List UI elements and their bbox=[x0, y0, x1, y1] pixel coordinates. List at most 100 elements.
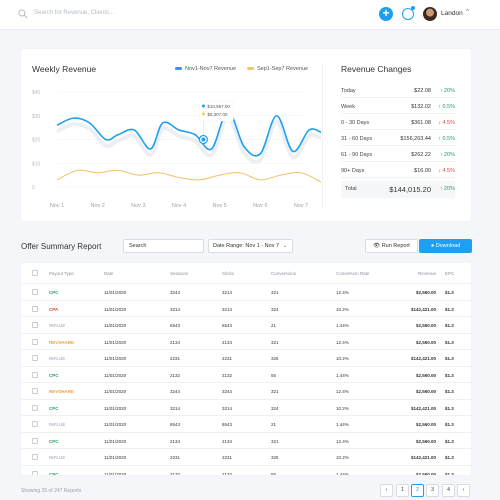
add-button[interactable]: + bbox=[379, 7, 393, 21]
table-row[interactable]: REVSHARE 11/01/2020 2134 2134 321 12.4% $2,560… bbox=[21, 332, 471, 350]
row-checkbox[interactable] bbox=[32, 454, 38, 460]
row-checkbox[interactable] bbox=[32, 355, 38, 361]
payout-type: REVSHARE bbox=[49, 389, 75, 394]
table-row[interactable]: CPC 11/01/2020 3244 3214 321 12.4% $2,560.00 $1… bbox=[21, 283, 471, 300]
sessions-cell: 3214 bbox=[170, 405, 181, 411]
download-icon: ● bbox=[430, 243, 435, 249]
conversions-cell: 21 bbox=[271, 323, 277, 328]
revenue-cell: $142,421.00 bbox=[410, 405, 436, 411]
epc-cell: $1.3 bbox=[445, 290, 454, 295]
table-row[interactable]: INFLUE 11/01/2020 6543 6543 21 1.44% $2,560.00… bbox=[21, 316, 471, 333]
offer-summary-table: Payout Type Date Sessions Clicks Conversions… bbox=[21, 263, 471, 475]
sessions-cell: 2231 bbox=[170, 356, 181, 361]
x-tick-label: Nov 5 bbox=[212, 203, 226, 209]
date-cell: 11/01/2020 bbox=[104, 455, 127, 460]
page-button[interactable]: 4 bbox=[442, 484, 455, 497]
page-button[interactable]: 1 bbox=[396, 484, 409, 497]
conversions-cell: 321 bbox=[271, 290, 279, 295]
table-row[interactable]: CPC 11/01/2020 3214 3214 324 10.2% $142,421.00… bbox=[21, 398, 471, 416]
legend-item-nov: Nov1-Nov7 Revenue bbox=[175, 66, 236, 72]
x-tick-label: Nov 7 bbox=[294, 203, 308, 209]
revenue-total-row: Total $144,015.20 ↑ 20% bbox=[341, 181, 455, 198]
row-checkbox[interactable] bbox=[32, 305, 38, 312]
column-header[interactable]: Revenue bbox=[417, 271, 436, 276]
change-badge: ↑ 0.5% bbox=[438, 104, 455, 110]
tooltip-value: $5,307.00 bbox=[207, 112, 228, 117]
clicks-cell: 2132 bbox=[222, 372, 233, 378]
date-range-select[interactable]: Date Range: Nov 1 - Nov 7 ⌄ bbox=[208, 239, 293, 253]
revenue-cell: $2,560.00 bbox=[415, 339, 436, 345]
table-row[interactable]: INFLUE 11/01/2020 6543 6543 21 1.44% $2,560.00… bbox=[21, 415, 471, 432]
row-checkbox[interactable] bbox=[32, 437, 38, 444]
row-checkbox[interactable] bbox=[32, 338, 38, 345]
payout-type: CPA bbox=[49, 306, 59, 312]
column-header[interactable]: Payout Type bbox=[49, 271, 74, 276]
row-checkbox[interactable] bbox=[32, 404, 38, 411]
column-header[interactable]: EPC bbox=[445, 271, 455, 276]
epc-cell: $1.3 bbox=[445, 372, 454, 378]
row-checkbox[interactable] bbox=[32, 388, 38, 394]
clicks-cell: 6543 bbox=[222, 422, 233, 427]
period-value: $16.00 bbox=[414, 168, 431, 174]
conversions-cell: 321 bbox=[271, 339, 279, 345]
table-row[interactable]: INFLUE 11/01/2020 2231 2231 326 10.2% $142,421… bbox=[21, 349, 471, 366]
epc-cell: $1.3 bbox=[445, 323, 454, 328]
clicks-cell: 2134 bbox=[222, 339, 233, 345]
x-tick-label: Nov 4 bbox=[172, 203, 186, 209]
table-row[interactable]: CPC 11/01/2020 2132 2132 55 1.44% $2,560.00 $1.… bbox=[21, 464, 471, 476]
avatar[interactable] bbox=[423, 7, 437, 21]
table-row[interactable]: CPC 11/01/2020 2134 2134 321 12.4% $2,560.00 $1… bbox=[21, 431, 471, 449]
row-checkbox[interactable] bbox=[32, 421, 38, 427]
column-header[interactable]: Conversions bbox=[271, 271, 297, 276]
revenue-change-row: Today $22.08 ↑ 20% bbox=[341, 83, 455, 98]
date-cell: 11/01/2020 bbox=[104, 356, 127, 361]
period-label: 61 - 90 Days bbox=[341, 152, 373, 158]
user-name[interactable]: Landon bbox=[441, 10, 463, 17]
download-button[interactable]: ● Download bbox=[419, 239, 472, 253]
column-header[interactable]: Date bbox=[104, 271, 114, 276]
period-value: $262.22 bbox=[411, 152, 431, 158]
table-row[interactable]: REVSHARE 11/01/2020 3244 3244 321 12.4% $2,560… bbox=[21, 382, 471, 399]
select-all-checkbox[interactable] bbox=[32, 270, 38, 276]
column-header[interactable]: Sessions bbox=[170, 271, 189, 276]
payout-type: REVSHARE bbox=[49, 339, 75, 345]
chevron-up-icon[interactable]: ^ bbox=[466, 9, 469, 15]
page-button[interactable]: 2 bbox=[411, 484, 424, 497]
sessions-cell: 2134 bbox=[170, 339, 181, 345]
conversions-cell: 326 bbox=[271, 455, 279, 460]
prev-page-button[interactable]: ‹ bbox=[380, 484, 393, 497]
table-row[interactable]: CPA 11/01/2020 3214 3214 324 10.2% $142,421.00… bbox=[21, 299, 471, 317]
column-header[interactable]: Clicks bbox=[222, 271, 234, 276]
table-row[interactable]: INFLUE 11/01/2020 2231 2231 326 10.2% $142,421… bbox=[21, 448, 471, 465]
notification-bell-icon[interactable] bbox=[402, 8, 414, 20]
report-search-input[interactable]: Search bbox=[123, 239, 204, 253]
revenue-cell: $142,421.00 bbox=[410, 356, 436, 361]
page-button[interactable]: 3 bbox=[426, 484, 439, 497]
row-checkbox[interactable] bbox=[32, 289, 38, 295]
column-header[interactable]: Conversion Rate bbox=[336, 271, 370, 276]
change-badge: ↑ 20% bbox=[439, 186, 455, 192]
payout-type: CPC bbox=[49, 438, 59, 444]
table-row[interactable]: CPC 11/01/2020 2132 2132 55 1.44% $2,560.00 $1.… bbox=[21, 365, 471, 383]
x-tick-label: Nov 6 bbox=[253, 203, 267, 209]
epc-cell: $1.3 bbox=[445, 405, 454, 411]
row-checkbox[interactable] bbox=[32, 470, 38, 475]
run-report-button[interactable]: 👁 Run Report bbox=[365, 239, 418, 253]
next-page-button[interactable]: › bbox=[457, 484, 470, 497]
payout-type: CPC bbox=[49, 372, 59, 378]
epc-cell: $1.3 bbox=[445, 455, 454, 460]
y-tick-label: $30 bbox=[32, 114, 41, 120]
sessions-cell: 3214 bbox=[170, 306, 181, 312]
row-checkbox[interactable] bbox=[32, 371, 38, 378]
conversion-rate-cell: 10.2% bbox=[336, 306, 349, 312]
sessions-cell: 2132 bbox=[170, 471, 181, 476]
period-value: $132.02 bbox=[411, 104, 431, 110]
revenue-change-row: 31 - 60 Days $156,263.44 ↑ 0.5% bbox=[341, 131, 455, 146]
date-cell: 11/01/2020 bbox=[104, 389, 127, 394]
search-input[interactable]: Search for Revenue, Clients... bbox=[34, 10, 115, 16]
weekly-revenue-chart: $40 $30 $20 $10 0 Nov 1 Nov 2 Nov 3 Nov 4 Nov 5 No… bbox=[32, 90, 321, 209]
date-cell: 11/01/2020 bbox=[104, 290, 127, 295]
row-checkbox[interactable] bbox=[32, 322, 38, 328]
conversions-cell: 55 bbox=[271, 471, 277, 476]
date-cell: 11/01/2020 bbox=[104, 422, 127, 427]
